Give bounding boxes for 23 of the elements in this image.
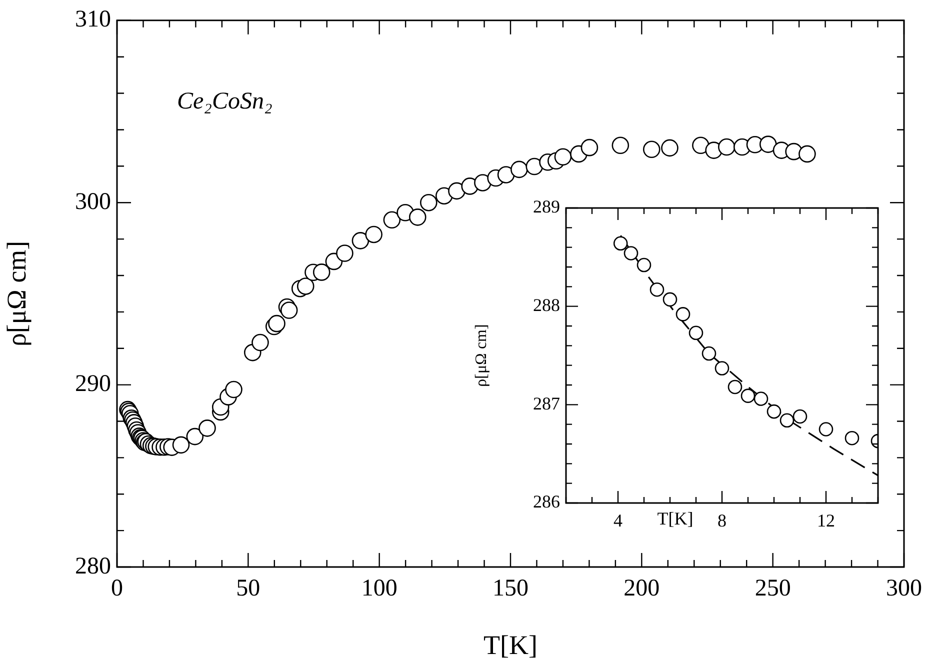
x-axis-title: T[K] [657,508,694,529]
y-tick-label: 290 [75,371,111,398]
x-tick-label: 200 [624,576,660,602]
y-tick-label: 287 [533,393,560,414]
y-tick-label: 286 [533,492,560,512]
y-axis-title: ρ[μΩ cm] [1,240,32,347]
x-tick-label: 150 [492,576,528,602]
x-tick-label: 0 [111,576,123,602]
y-tick-label: 288 [533,295,560,316]
x-tick-label: 50 [236,576,260,602]
x-axis-title: T[K] [484,630,538,660]
x-tick-label: 100 [361,576,398,602]
y-tick-label: 280 [75,553,111,580]
y-tick-label: 289 [533,196,560,217]
x-tick-label: 300 [886,576,922,602]
y-tick-label: 310 [75,6,111,33]
x-tick-label: 12 [817,510,835,531]
y-tick-label: 300 [75,188,111,215]
x-tick-label: 4 [614,510,622,531]
annotation: Ce₂CoSn₂ [177,88,272,115]
x-tick-label: 8 [718,510,726,531]
y-axis-title: ρ[μΩ cm] [472,324,490,387]
x-tick-label: 250 [754,576,791,602]
